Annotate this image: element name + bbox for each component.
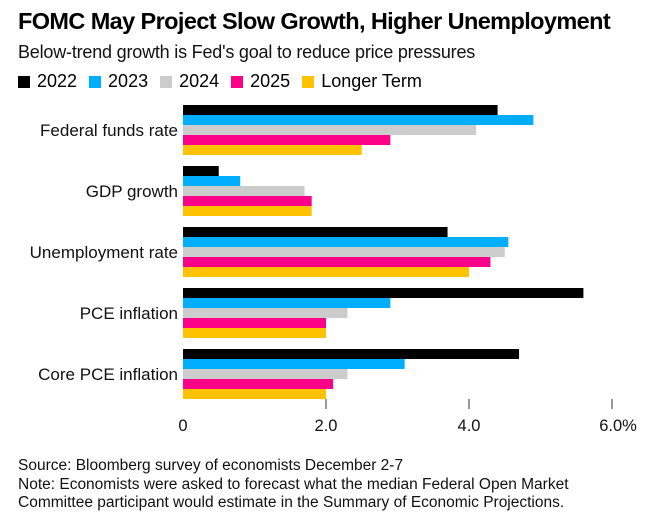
bar-gdp-growth-2025: [183, 196, 312, 206]
bar-unemployment-rate-2022: [183, 227, 448, 237]
legend-item-2024: 2024: [160, 71, 219, 92]
legend-label: 2024: [179, 71, 220, 91]
x-axis: 0 2.0 4.0 6.0%: [178, 399, 637, 435]
legend-swatch: [18, 75, 30, 88]
bar-federal-funds-rate-longer-term: [183, 145, 362, 155]
legend-label: 2022: [37, 71, 78, 91]
bar-pce-inflation-2022: [183, 288, 584, 298]
category-label: Federal funds rate: [40, 121, 178, 140]
bar-federal-funds-rate-2022: [183, 105, 498, 115]
source-note: Source: Bloomberg survey of economists D…: [18, 457, 404, 474]
bar-federal-funds-rate-2023: [183, 115, 534, 125]
category-labels: Federal funds rate GDP growth Unemployment…: [30, 121, 178, 384]
x-tick-label: 4.0: [458, 417, 481, 435]
bar-core-pce-inflation-2023: [183, 359, 405, 369]
legend-label: 2023: [108, 71, 149, 91]
legend-label: Longer Term: [321, 71, 422, 91]
bar-unemployment-rate-2025: [183, 257, 491, 267]
bar-core-pce-inflation-2022: [183, 349, 520, 359]
bar-pce-inflation-2023: [183, 298, 391, 308]
note-line-2: Committee participant would estimate in …: [18, 494, 565, 511]
x-tick-label: 0: [178, 417, 187, 435]
chart-footer: Source: Bloomberg survey of economists D…: [18, 457, 569, 513]
legend-swatch: [302, 75, 315, 88]
bar-unemployment-rate-2024: [183, 247, 505, 257]
bar-core-pce-inflation-2025: [183, 379, 334, 389]
legend-item-2023: 2023: [89, 71, 148, 92]
bar-federal-funds-rate-2025: [183, 135, 391, 145]
bar-gdp-growth-2022: [183, 166, 219, 176]
legend-swatch: [160, 75, 173, 88]
chart-title: FOMC May Project Slow Growth, Higher Une…: [18, 8, 611, 34]
bar-core-pce-inflation-2024: [183, 369, 348, 379]
bar-gdp-growth-2023: [183, 176, 241, 186]
legend: 2022 2023 2024 2025 Longer Term: [18, 71, 434, 92]
bar-pce-inflation-2025: [183, 318, 326, 328]
category-label: PCE inflation: [80, 304, 178, 323]
legend-item-2022: 2022: [18, 71, 77, 92]
bar-pce-inflation-longer-term: [183, 328, 326, 338]
bar-pce-inflation-2024: [183, 308, 348, 318]
bar-unemployment-rate-2023: [183, 237, 509, 247]
legend-item-2025: 2025: [231, 71, 290, 92]
bars-layer: [183, 105, 584, 399]
legend-swatch: [231, 75, 244, 88]
bar-federal-funds-rate-2024: [183, 125, 477, 135]
x-tick-label: 6.0%: [599, 417, 637, 435]
bar-gdp-growth-longer-term: [183, 206, 312, 216]
category-label: Core PCE inflation: [38, 365, 178, 384]
bar-unemployment-rate-longer-term: [183, 267, 469, 277]
x-tick-label: 2.0: [315, 417, 338, 435]
bar-gdp-growth-2024: [183, 186, 305, 196]
note-line-1: Note: Economists were asked to forecast …: [18, 475, 569, 493]
category-label: Unemployment rate: [30, 243, 178, 262]
legend-label: 2025: [250, 71, 291, 91]
bar-chart: Federal funds rate GDP growth Unemployment…: [30, 105, 637, 435]
bar-core-pce-inflation-longer-term: [183, 389, 326, 399]
chart-subtitle: Below-trend growth is Fed's goal to redu…: [18, 42, 476, 62]
category-label: GDP growth: [86, 182, 178, 201]
legend-swatch: [89, 75, 102, 88]
legend-item-longer-term: Longer Term: [302, 71, 422, 92]
